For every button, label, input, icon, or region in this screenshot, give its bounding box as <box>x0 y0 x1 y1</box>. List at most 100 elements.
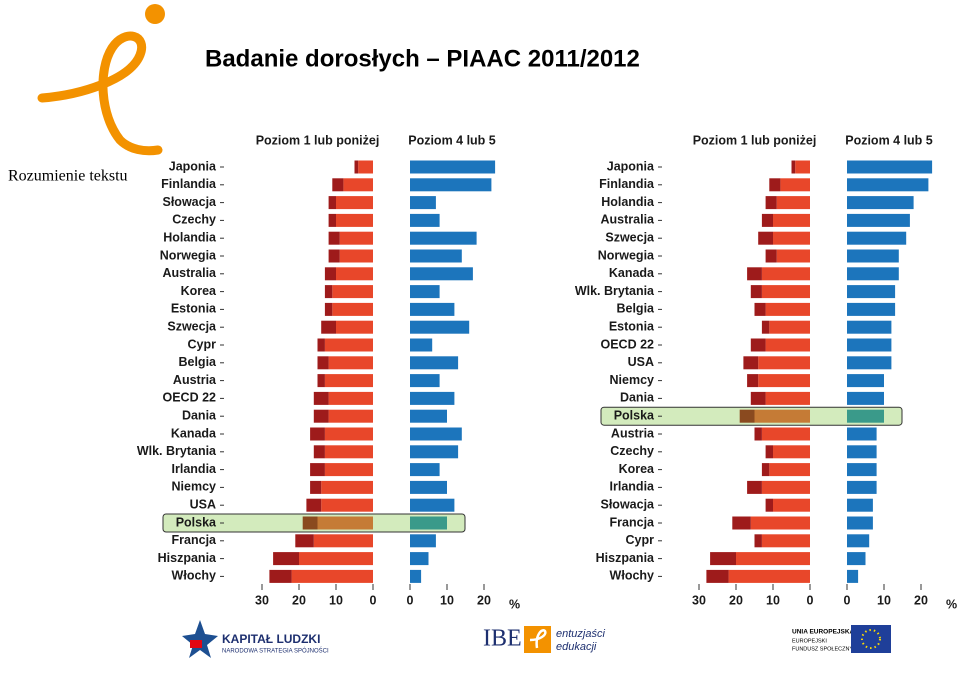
category-label: Dania <box>620 391 655 405</box>
bar-right <box>410 178 492 192</box>
bar-right <box>410 302 455 316</box>
bar-left <box>324 374 373 388</box>
bar-right <box>410 427 462 441</box>
category-label: Niemcy <box>610 373 655 387</box>
bar-left <box>324 267 336 281</box>
category-label: Wlk. Brytania <box>575 284 655 298</box>
bar-left <box>291 569 373 583</box>
bar-left <box>295 534 314 548</box>
x-tick-label: 0 <box>370 593 377 607</box>
bar-right <box>847 196 914 210</box>
bar-right <box>847 427 877 441</box>
bar-left <box>328 356 373 370</box>
charts: Poziom 1 lub poniżej Poziom 4 lub 5 Japoni… <box>137 133 957 611</box>
category-label: Holandia <box>163 230 217 244</box>
x-tick-label: 20 <box>477 593 491 607</box>
bar-left <box>769 463 810 477</box>
footer: KAPITAŁ LUDZKI NARODOWA STRATEGIA SPÓJNO… <box>182 620 891 658</box>
category-label: USA <box>628 355 654 369</box>
bar-right <box>847 552 866 566</box>
bar-left <box>336 267 373 281</box>
category-label: Włochy <box>172 569 216 583</box>
bar-left <box>321 498 373 512</box>
bar-right <box>847 356 892 370</box>
bar-left <box>754 409 810 423</box>
category-label: Belgia <box>616 302 655 316</box>
category-label: Finlandia <box>161 177 217 191</box>
bar-right <box>410 409 447 423</box>
bar-left <box>332 285 373 299</box>
category-label: Austria <box>173 373 217 387</box>
bar-left <box>761 285 810 299</box>
ibe-line2: edukacji <box>556 641 597 653</box>
bar-left <box>313 409 329 423</box>
x-tick-label: 30 <box>255 593 269 607</box>
unit-label: % <box>946 597 957 611</box>
bar-right <box>847 285 896 299</box>
bar-right <box>410 445 459 459</box>
bar-left <box>324 338 373 352</box>
bar-left <box>754 302 766 316</box>
category-label: Kanada <box>171 426 217 440</box>
bar-left <box>310 427 325 441</box>
x-tick-label: 20 <box>914 593 928 607</box>
category-label: Australia <box>601 213 656 227</box>
bar-right <box>847 178 929 192</box>
bar-right <box>847 267 899 281</box>
bar-right <box>410 320 470 334</box>
bar-left <box>317 338 325 352</box>
bar-left <box>750 391 766 405</box>
eu-stars <box>861 629 881 649</box>
category-label: Australia <box>163 266 218 280</box>
bar-right <box>410 552 429 566</box>
bar-left <box>299 552 373 566</box>
bar-right <box>410 231 477 245</box>
bar-left <box>736 552 810 566</box>
eu-line2: EUROPEJSKI <box>792 638 827 644</box>
bar-right <box>847 569 859 583</box>
bar-left <box>765 445 773 459</box>
category-label: Czechy <box>172 213 216 227</box>
category-label: Irlandia <box>610 480 656 494</box>
bar-left <box>313 391 329 405</box>
x-tick-label: 10 <box>766 593 780 607</box>
category-label: Finlandia <box>599 177 655 191</box>
bar-right <box>847 409 884 423</box>
x-tick-label: 20 <box>729 593 743 607</box>
category-label: Polska <box>614 408 655 422</box>
bar-left <box>747 267 762 281</box>
category-label: Japonia <box>169 159 217 173</box>
bar-left <box>358 160 373 174</box>
bar-right <box>410 463 440 477</box>
bar-left <box>765 391 810 405</box>
bar-left <box>317 516 373 530</box>
bar-right <box>847 160 933 174</box>
bar-right <box>410 391 455 405</box>
category-label: Norwegia <box>160 248 217 262</box>
bar-left <box>761 427 810 441</box>
bar-left <box>324 427 373 441</box>
bar-right <box>847 516 873 530</box>
unit-label: % <box>509 597 520 611</box>
bar-left <box>324 302 333 316</box>
bar-right <box>410 285 440 299</box>
category-label: Cypr <box>188 337 217 351</box>
x-tick-label: 0 <box>407 593 414 607</box>
bar-left <box>336 213 373 227</box>
bar-right <box>847 463 877 477</box>
category-label: OECD 22 <box>163 391 217 405</box>
bar-left <box>332 302 373 316</box>
category-label: Cypr <box>626 533 655 547</box>
eu-line1: UNIA EUROPEJSKA <box>792 629 855 636</box>
bar-left <box>328 249 340 263</box>
eu-line3: FUNDUSZ SPOŁECZNY <box>792 646 853 652</box>
bar-left <box>750 285 762 299</box>
bar-right <box>410 534 436 548</box>
bar-left <box>754 427 762 441</box>
bar-left <box>328 196 336 210</box>
right-header: Poziom 4 lub 5 <box>408 133 496 147</box>
bar-left <box>739 409 755 423</box>
bar-left <box>310 480 322 494</box>
bar-left <box>321 320 336 334</box>
